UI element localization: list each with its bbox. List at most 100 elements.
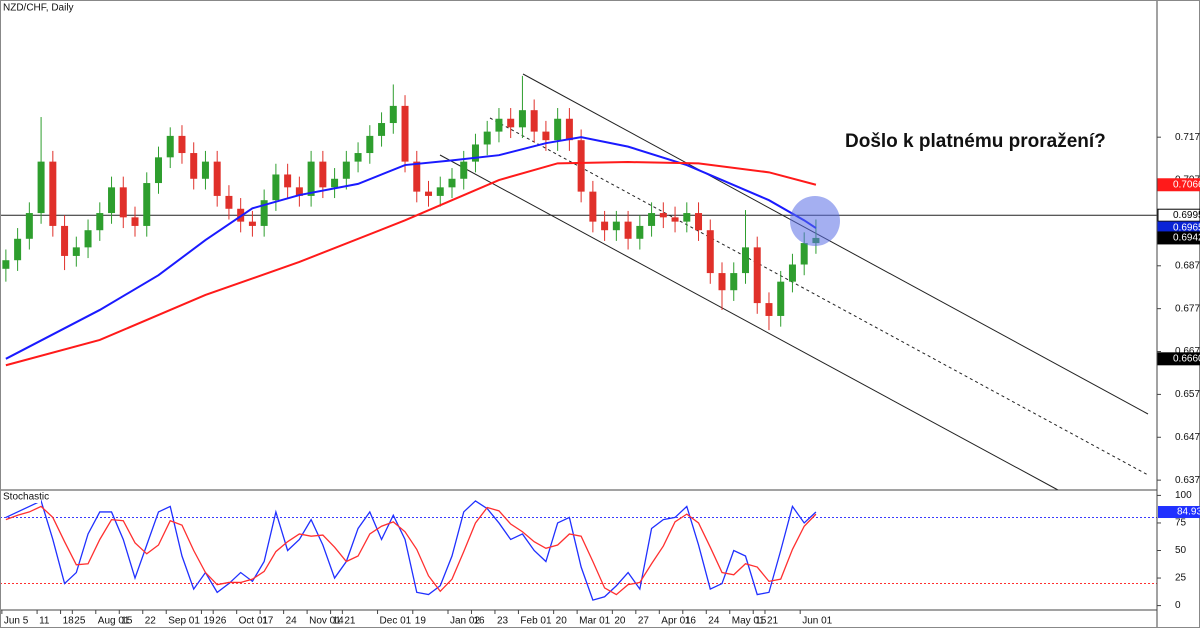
candle-body xyxy=(166,135,174,158)
x-tick-label: 24 xyxy=(708,616,720,627)
candle-body xyxy=(154,157,162,184)
candle-body xyxy=(741,247,749,274)
x-tick-label: 20 xyxy=(556,616,568,627)
candle-body xyxy=(753,247,761,304)
candle-body xyxy=(201,161,209,179)
y-tick-label: 75 xyxy=(1175,518,1187,529)
candle-body xyxy=(307,161,315,196)
highlight-circle xyxy=(790,196,840,246)
y-tick-label: 25 xyxy=(1175,573,1187,584)
candle-body xyxy=(542,131,550,141)
candle-body xyxy=(554,118,562,141)
candle-body xyxy=(319,161,327,188)
y-tick-label: 0.6477 xyxy=(1175,432,1200,443)
y-tick-label: 0.6677 xyxy=(1175,346,1200,357)
x-tick-label: Jun 01 xyxy=(802,616,832,627)
y-tick-label: 0.6877 xyxy=(1175,260,1200,271)
candle-body xyxy=(706,230,714,274)
candle-body xyxy=(683,213,691,222)
price-marker-label: 0.6942 xyxy=(1173,233,1200,244)
candle-body xyxy=(389,105,397,124)
chart-title: NZD/CHF, Daily xyxy=(3,3,74,14)
candle-body xyxy=(495,118,503,132)
candle-body xyxy=(777,281,785,316)
value-marker-label: 84.93 xyxy=(1177,507,1200,518)
price-marker-label: 0.7066 xyxy=(1173,179,1200,190)
x-tick-label: 16 xyxy=(473,616,485,627)
candle-body xyxy=(143,183,151,226)
x-tick-label: 22 xyxy=(145,616,157,627)
x-tick-label: 15 xyxy=(755,616,767,627)
candle-body xyxy=(84,230,92,248)
price-marker xyxy=(1157,352,1200,366)
x-tick-label: 21 xyxy=(344,616,356,627)
candle-body xyxy=(72,247,80,256)
x-tick-label: Sep 01 xyxy=(168,616,200,627)
candle-body xyxy=(119,187,127,218)
candle-body xyxy=(518,110,526,128)
y-tick-label: 50 xyxy=(1175,545,1187,556)
candle-body xyxy=(178,135,186,154)
candle-body xyxy=(765,303,773,316)
candle-body xyxy=(800,243,808,265)
y-tick-label: 0.6377 xyxy=(1175,475,1200,486)
overlay: Došlo k platnému proražení? xyxy=(790,131,1106,246)
candle-body xyxy=(295,187,303,196)
x-tick-label: Jun 5 xyxy=(4,616,29,627)
channel-upper xyxy=(522,73,1149,415)
y-tick-label: 0.7177 xyxy=(1175,132,1200,143)
moving-average xyxy=(5,136,817,360)
candle-body xyxy=(260,200,268,226)
candle-body xyxy=(436,187,444,196)
y-tick-label: 0 xyxy=(1175,600,1181,611)
candle-body xyxy=(718,273,726,291)
y-tick-label: 0.6777 xyxy=(1175,303,1200,314)
candle-body xyxy=(37,161,45,214)
x-tick-label: Apr 01 xyxy=(661,616,691,627)
candle-body xyxy=(366,135,374,154)
candle-body xyxy=(624,221,632,239)
candle-body xyxy=(342,161,350,179)
title-bg xyxy=(1,491,41,503)
candle-body xyxy=(225,195,233,209)
price-marker xyxy=(1157,208,1200,222)
candle-body xyxy=(565,118,573,141)
x-tick-label: 17 xyxy=(262,616,274,627)
plot xyxy=(0,75,1157,601)
candle-body xyxy=(401,105,409,162)
x-tick-label: Oct 01 xyxy=(239,616,269,627)
candle-body xyxy=(730,273,738,291)
x-tick-label: Nov 01 xyxy=(309,616,341,627)
candle-body xyxy=(671,217,679,222)
candle-body xyxy=(530,110,538,132)
candle-body xyxy=(96,213,104,231)
candle-body xyxy=(612,221,620,231)
candle-body xyxy=(272,174,280,201)
candle-body xyxy=(483,131,491,145)
candle-body xyxy=(425,191,433,196)
channel-lower xyxy=(439,154,1059,491)
price-marker-label: 0.6660 xyxy=(1173,353,1200,364)
x-tick-label: Dec 01 xyxy=(380,616,412,627)
candle-body xyxy=(589,191,597,222)
x-tick-label: 19 xyxy=(415,616,427,627)
pane-title: Stochastic xyxy=(3,492,49,503)
candle-body xyxy=(460,161,468,179)
candle-body xyxy=(25,213,33,239)
price-marker xyxy=(1157,231,1200,245)
x-tick-label: 18 xyxy=(63,616,75,627)
candle-body xyxy=(448,178,456,188)
channel-middle xyxy=(489,117,1149,476)
x-tick-label: Aug 01 xyxy=(98,616,130,627)
candle-body xyxy=(507,118,515,128)
candle-body xyxy=(49,161,57,226)
price-marker-label: 0.6995 xyxy=(1173,210,1200,221)
candle-body xyxy=(636,225,644,239)
price-marker xyxy=(1157,178,1200,192)
x-tick-label: Feb 01 xyxy=(520,616,552,627)
candle-body xyxy=(471,144,479,162)
